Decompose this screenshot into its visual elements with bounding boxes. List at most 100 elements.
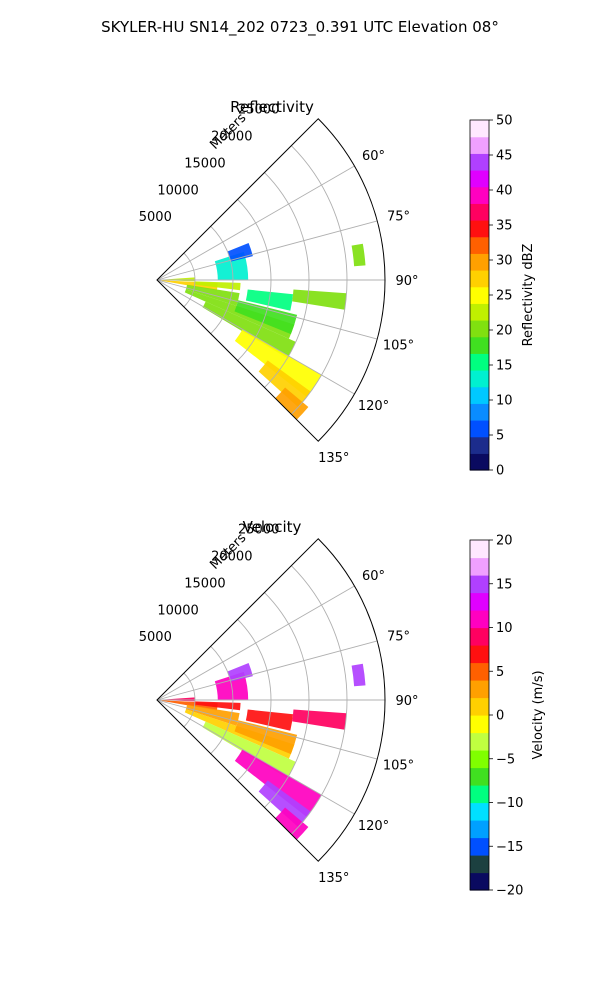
angular-gridline — [156, 279, 378, 340]
sector-frame — [156, 118, 386, 442]
colorbar-segment — [470, 872, 489, 891]
colorbar-tick-label: 50 — [496, 114, 513, 129]
colorbar-segment — [470, 286, 489, 304]
angular-tick-label: 60° — [362, 569, 385, 584]
echo-cell — [275, 807, 309, 840]
colorbar-segment — [470, 253, 489, 271]
angular-gridline — [156, 699, 355, 815]
angular-gridline — [156, 585, 355, 701]
echo-cell — [234, 329, 322, 397]
angular-tick-label: 135° — [318, 451, 349, 466]
angular-gridline — [156, 279, 355, 395]
angular-tick-label: 90° — [395, 694, 418, 709]
colorbar-segment — [470, 453, 489, 471]
colorbar-tick-label: 20 — [496, 324, 513, 339]
colorbar-segment — [470, 750, 489, 769]
colorbar-segment — [470, 153, 489, 171]
colorbar-segment — [470, 436, 489, 454]
colorbar-segment — [470, 303, 489, 321]
grid-layer: 500010000150002000025000Meters60°75°90°1… — [139, 523, 419, 886]
colorbar-segment — [470, 680, 489, 699]
angular-tick-label: 135° — [318, 871, 349, 886]
colorbar-segment — [470, 645, 489, 664]
velocity-panel: Velocity 500010000150002000025000Meters6… — [139, 518, 546, 899]
angular-gridline — [156, 640, 378, 701]
echo-cell — [194, 701, 241, 711]
angular-tick-label: 75° — [387, 209, 410, 224]
echo-layer — [160, 662, 366, 840]
colorbar-segment — [470, 370, 489, 388]
echo-cell — [184, 709, 295, 759]
colorbar-segment — [470, 120, 489, 138]
colorbar-tick-label: 0 — [496, 709, 504, 724]
echo-cell — [292, 709, 347, 730]
colorbar-tick-label: 45 — [496, 149, 513, 164]
colorbar-segment — [470, 715, 489, 734]
colorbar-segment — [470, 336, 489, 354]
echo-cell — [258, 360, 311, 408]
colorbar-segment — [470, 610, 489, 629]
colorbar-segment — [470, 627, 489, 646]
angular-tick-label: 120° — [358, 819, 389, 834]
colorbar-segment — [470, 236, 489, 254]
echo-cell — [227, 662, 253, 682]
colorbar-segment — [470, 136, 489, 154]
colorbar-segment — [470, 557, 489, 576]
colorbar-segment — [470, 203, 489, 221]
angular-tick-label: 75° — [387, 629, 410, 644]
colorbar-tick-label: −5 — [496, 752, 515, 767]
colorbar-tick-label: 35 — [496, 219, 513, 234]
echo-cell — [202, 301, 296, 359]
radial-tick-label: 20000 — [211, 130, 252, 145]
colorbar-tick-label: 5 — [496, 665, 504, 680]
colorbar-tick-label: 15 — [496, 359, 513, 374]
angular-gridline — [156, 699, 378, 760]
radial-tick-label: 5000 — [139, 210, 172, 225]
echo-cell — [351, 663, 366, 687]
colorbar-segment — [470, 320, 489, 338]
colorbar-segment — [470, 170, 489, 188]
colorbar-tick-label: 0 — [496, 464, 504, 479]
colorbar-segment — [470, 220, 489, 238]
colorbar-segment — [470, 697, 489, 716]
colorbar-segment — [470, 403, 489, 421]
colorbar-tick-label: 15 — [496, 577, 513, 592]
colorbar-segment — [470, 186, 489, 204]
colorbar-segment — [470, 662, 489, 681]
radial-tick-label: 25000 — [238, 103, 279, 118]
colorbar-tick-label: 10 — [496, 394, 513, 409]
radial-tick-label: 20000 — [211, 550, 252, 565]
angular-gridline — [156, 220, 378, 281]
colorbar: −20 −15 −10 −5 0 5 10 15 20 — [469, 534, 523, 899]
reflectivity-panel: Reflectivity 500010000150002000025000Met… — [139, 98, 536, 479]
colorbar-tick-label: −20 — [496, 884, 523, 899]
colorbar-segment — [470, 785, 489, 804]
radial-tick-label: 10000 — [157, 603, 198, 618]
grid-layer: 500010000150002000025000Meters60°75°90°1… — [139, 103, 419, 466]
echo-cell — [234, 749, 322, 817]
echo-cell — [184, 289, 295, 339]
colorbar-segment — [470, 855, 489, 874]
colorbar-tick-label: 30 — [496, 254, 513, 269]
colorbar-segment — [470, 540, 489, 559]
echo-cell — [351, 243, 366, 267]
radial-tick-label: 10000 — [157, 183, 198, 198]
colorbar-tick-label: 5 — [496, 429, 504, 444]
sector-frame — [156, 538, 386, 862]
colorbar-segment — [470, 575, 489, 594]
angular-tick-label: 105° — [383, 339, 414, 354]
colorbar-segment — [470, 353, 489, 371]
echo-cell — [275, 387, 309, 420]
echo-cell — [194, 281, 241, 291]
radial-tick-label: 25000 — [238, 523, 279, 538]
colorbar-segment — [470, 820, 489, 839]
echo-cell — [234, 720, 298, 755]
echo-cell — [234, 300, 298, 335]
colorbar-segment — [470, 592, 489, 611]
panel-title: Reflectivity — [230, 98, 314, 116]
colorbar-label: Reflectivity dBZ — [521, 244, 536, 347]
colorbar-label: Velocity (m/s) — [531, 670, 546, 759]
colorbar-segment — [470, 270, 489, 288]
colorbar-segment — [470, 802, 489, 821]
